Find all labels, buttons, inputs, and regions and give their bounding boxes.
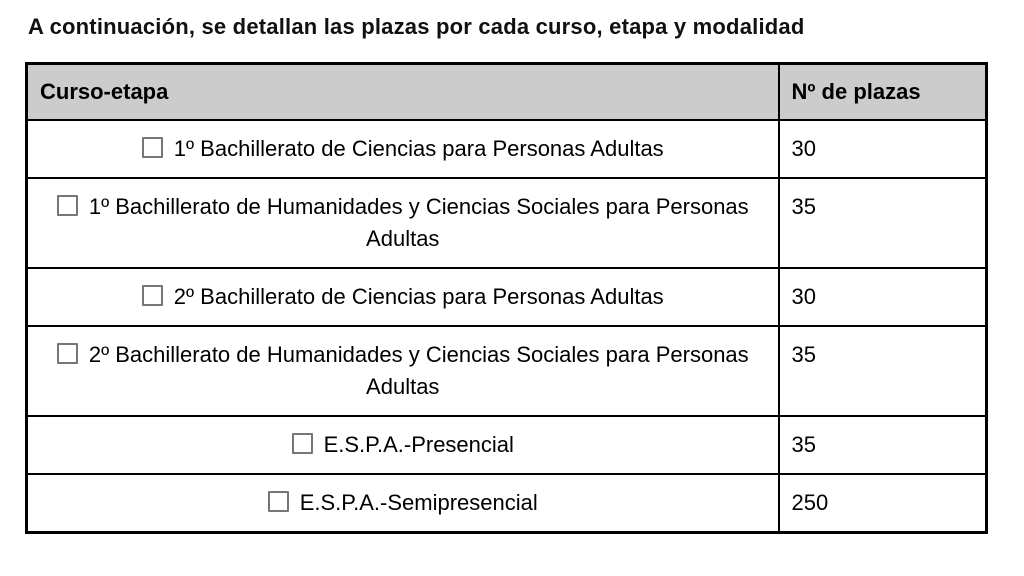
course-label: 2º Bachillerato de Humanidades y Ciencia… (88, 342, 749, 399)
plazas-value: 250 (777, 473, 988, 534)
table-row: 2º Bachillerato de Ciencias para Persona… (25, 267, 988, 327)
checkbox-unchecked-icon[interactable] (56, 343, 78, 364)
plazas-table: Curso-etapa Nº de plazas 1º Bachillerato… (25, 62, 988, 534)
course-label: 1º Bachillerato de Ciencias para Persona… (173, 136, 664, 161)
plazas-value: 35 (777, 177, 988, 269)
checkbox-unchecked-icon[interactable] (267, 491, 289, 512)
table-row: 1º Bachillerato de Ciencias para Persona… (25, 119, 988, 179)
table-row: 2º Bachillerato de Humanidades y Ciencia… (25, 325, 988, 417)
checkbox-unchecked-icon[interactable] (141, 137, 163, 158)
course-label: 2º Bachillerato de Ciencias para Persona… (173, 284, 664, 309)
column-header-curso-etapa: Curso-etapa (25, 62, 780, 121)
checkbox-unchecked-icon[interactable] (291, 433, 313, 454)
checkbox-unchecked-icon[interactable] (141, 285, 163, 306)
column-header-num-plazas: Nº de plazas (777, 62, 988, 121)
course-label: 1º Bachillerato de Humanidades y Ciencia… (88, 194, 749, 251)
table-row: E.S.P.A.-Semipresencial 250 (25, 473, 988, 534)
plazas-value: 35 (777, 415, 988, 475)
table-row: E.S.P.A.-Presencial 35 (25, 415, 988, 475)
course-label: E.S.P.A.-Presencial (323, 432, 514, 457)
page-title: A continuación, se detallan las plazas p… (28, 14, 805, 39)
course-label: E.S.P.A.-Semipresencial (299, 490, 538, 515)
plazas-value: 35 (777, 325, 988, 417)
table-header-row: Curso-etapa Nº de plazas (25, 62, 988, 121)
table-row: 1º Bachillerato de Humanidades y Ciencia… (25, 177, 988, 269)
checkbox-unchecked-icon[interactable] (56, 195, 78, 216)
plazas-value: 30 (777, 119, 988, 179)
plazas-value: 30 (777, 267, 988, 327)
